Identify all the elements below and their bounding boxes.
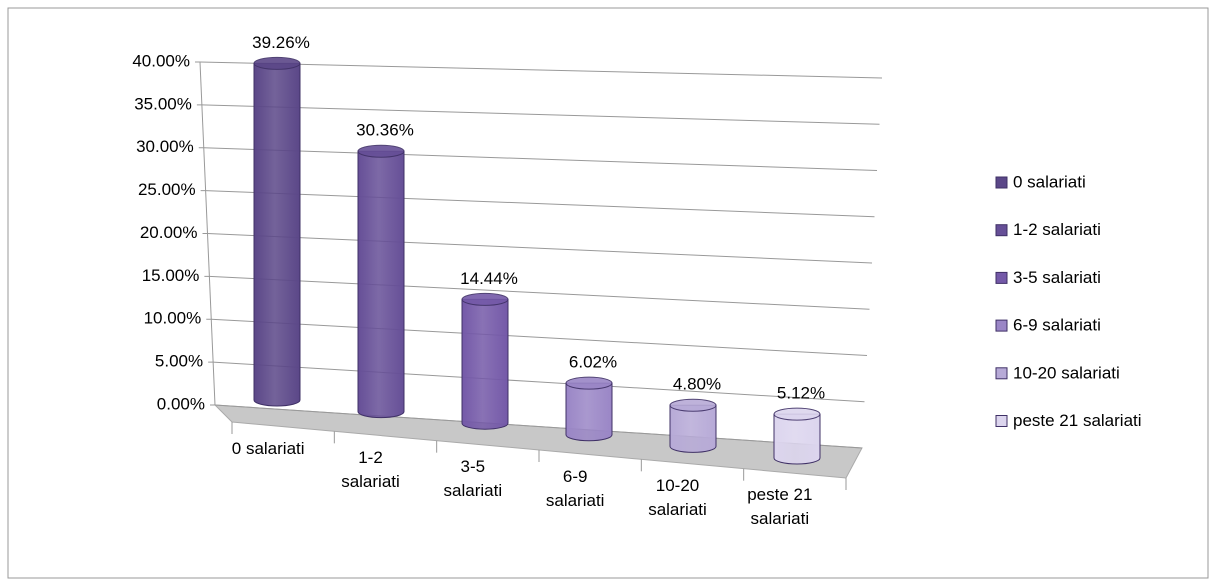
y-tick-label: 15.00% [142, 266, 200, 285]
y-tick-label: 35.00% [134, 94, 192, 113]
grid-line [214, 404, 863, 449]
bar [461, 298, 509, 430]
grid-line [213, 361, 865, 403]
legend-swatch [995, 224, 1008, 237]
grid-line [211, 318, 868, 356]
y-tick-label: 20.00% [140, 223, 198, 242]
bar [253, 62, 301, 407]
value-label: 5.12% [777, 384, 825, 403]
legend-label: 1-2 salariati [1013, 220, 1101, 239]
y-tick-label: 10.00% [144, 309, 202, 328]
x-tick-label: 6-9 salariati [545, 466, 605, 510]
legend-swatch [995, 176, 1008, 189]
bar-top [461, 292, 509, 306]
grid-line [207, 233, 873, 264]
value-label: 6.02% [569, 353, 617, 372]
x-tick-label: peste 21 salariati [747, 485, 813, 529]
bar-top [253, 56, 301, 70]
value-label: 30.36% [356, 121, 414, 140]
x-tick-label: 0 salariati [231, 438, 305, 458]
legend-swatch [995, 319, 1008, 332]
legend-label: 10-20 salariati [1013, 363, 1120, 382]
chart-border [7, 7, 1209, 579]
legend-label: 3-5 salariati [1013, 268, 1101, 287]
bar [565, 382, 613, 442]
bar [357, 150, 405, 419]
value-label: 39.26% [252, 33, 310, 52]
x-tick-label: 10-20 salariati [648, 476, 707, 519]
y-tick-label: 40.00% [132, 51, 190, 70]
y-tick-label: 0.00% [157, 394, 205, 413]
x-tick-label: 1-2 salariati [341, 448, 400, 491]
bar-top [669, 398, 717, 412]
grid-line [199, 61, 883, 79]
legend-label: peste 21 salariati [1013, 411, 1142, 430]
grid-line [201, 104, 880, 125]
y-tick-label: 5.00% [155, 352, 203, 371]
bar-top [773, 407, 821, 421]
legend-label: 0 salariati [1013, 172, 1086, 191]
legend-swatch [995, 415, 1008, 427]
y-tick-label: 25.00% [138, 180, 196, 199]
legend-label: 6-9 salariati [1013, 316, 1101, 335]
legend-swatch [995, 271, 1008, 284]
value-label: 14.44% [460, 269, 518, 288]
grid-line [205, 190, 875, 218]
bar-top [565, 376, 613, 390]
value-label: 4.80% [673, 375, 721, 394]
bar-top [357, 144, 405, 158]
grid-line [203, 147, 878, 171]
legend-swatch [995, 367, 1008, 380]
x-tick-label: 3-5 salariati [443, 457, 503, 501]
bar [773, 413, 821, 465]
grid-line [209, 275, 870, 310]
bar [669, 404, 717, 453]
y-tick-label: 30.00% [136, 137, 194, 156]
